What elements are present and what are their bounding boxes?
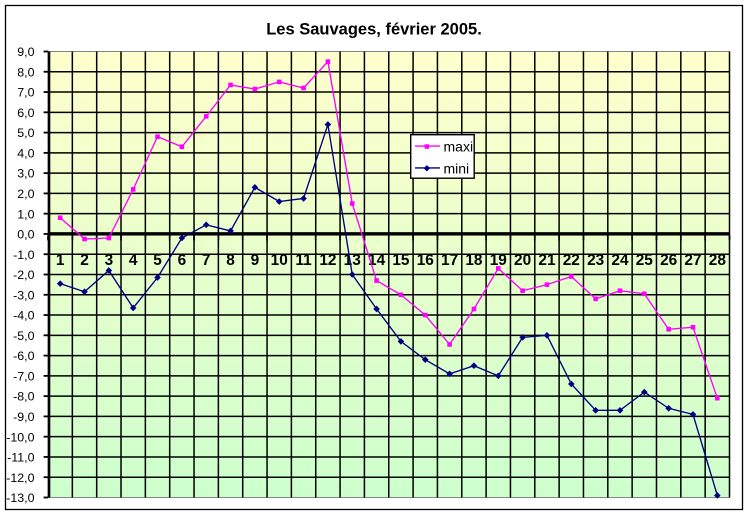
svg-text:6,0: 6,0 — [17, 106, 34, 120]
svg-text:23: 23 — [587, 252, 604, 269]
svg-text:22: 22 — [563, 252, 580, 269]
svg-text:15: 15 — [392, 252, 410, 269]
svg-text:-4,0: -4,0 — [13, 309, 34, 323]
svg-text:27: 27 — [684, 252, 701, 269]
svg-text:0,0: 0,0 — [17, 228, 34, 242]
svg-text:mini: mini — [444, 161, 470, 177]
svg-text:Les Sauvages, février 2005.: Les Sauvages, février 2005. — [266, 21, 482, 39]
svg-text:20: 20 — [514, 252, 531, 269]
svg-text:-8,0: -8,0 — [13, 390, 34, 404]
svg-text:14: 14 — [368, 252, 386, 269]
svg-text:8,0: 8,0 — [17, 65, 34, 79]
svg-text:8: 8 — [226, 252, 235, 269]
svg-text:24: 24 — [611, 252, 629, 269]
svg-text:7: 7 — [202, 252, 211, 269]
svg-text:-5,0: -5,0 — [13, 329, 34, 343]
svg-text:13: 13 — [344, 252, 361, 269]
svg-text:4: 4 — [129, 252, 138, 269]
svg-text:12: 12 — [319, 252, 336, 269]
svg-text:1,0: 1,0 — [17, 207, 34, 221]
svg-text:10: 10 — [271, 252, 288, 269]
svg-text:11: 11 — [295, 252, 312, 269]
svg-text:-12,0: -12,0 — [6, 471, 34, 485]
svg-text:7,0: 7,0 — [17, 86, 34, 100]
svg-text:5,0: 5,0 — [17, 126, 34, 140]
svg-text:9,0: 9,0 — [17, 45, 34, 59]
svg-text:26: 26 — [660, 252, 677, 269]
svg-text:25: 25 — [636, 252, 654, 269]
svg-text:-11,0: -11,0 — [7, 451, 34, 465]
svg-text:-10,0: -10,0 — [6, 430, 34, 444]
svg-text:-1,0: -1,0 — [13, 248, 34, 262]
svg-text:6: 6 — [178, 252, 187, 269]
svg-text:16: 16 — [417, 252, 434, 269]
svg-text:5: 5 — [153, 252, 162, 269]
svg-text:-7,0: -7,0 — [13, 369, 34, 383]
svg-text:-3,0: -3,0 — [13, 288, 34, 302]
svg-text:3,0: 3,0 — [17, 167, 34, 181]
svg-text:19: 19 — [490, 252, 507, 269]
svg-text:18: 18 — [465, 252, 483, 269]
svg-text:1: 1 — [56, 252, 65, 269]
svg-text:-13,0: -13,0 — [6, 491, 34, 505]
svg-text:-2,0: -2,0 — [13, 268, 34, 282]
svg-text:28: 28 — [709, 252, 727, 269]
svg-text:2,0: 2,0 — [17, 187, 34, 201]
svg-text:9: 9 — [251, 252, 260, 269]
svg-text:-9,0: -9,0 — [13, 410, 34, 424]
svg-text:2: 2 — [80, 252, 89, 269]
svg-text:3: 3 — [105, 252, 114, 269]
svg-text:maxi: maxi — [444, 139, 474, 155]
svg-text:4,0: 4,0 — [17, 146, 34, 160]
svg-text:21: 21 — [538, 252, 556, 269]
svg-text:17: 17 — [441, 252, 458, 269]
svg-text:-6,0: -6,0 — [13, 349, 34, 363]
